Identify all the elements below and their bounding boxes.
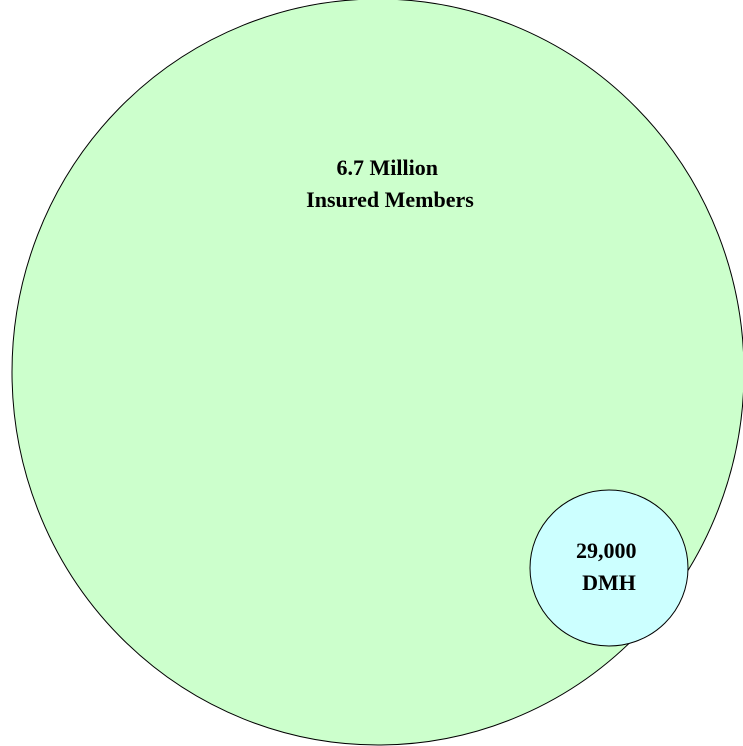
- insured-members-label: 6.7 Million Insured Members: [306, 155, 474, 212]
- dmh-label: 29,000 DMH: [576, 538, 642, 595]
- dmh-title: DMH: [582, 570, 636, 595]
- inner-circle-group: 29,000 DMH: [529, 489, 689, 647]
- dmh-count: 29,000: [576, 538, 637, 563]
- insured-members-count: 6.7 Million: [337, 155, 438, 180]
- dmh-circle: [529, 489, 689, 647]
- insured-members-title: Insured Members: [306, 187, 474, 212]
